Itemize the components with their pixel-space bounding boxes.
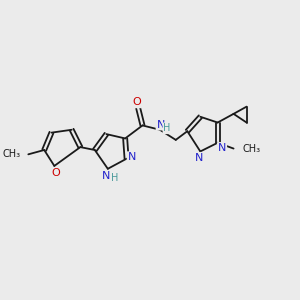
Text: H: H (164, 123, 171, 133)
Text: CH₃: CH₃ (3, 149, 21, 159)
Text: CH₃: CH₃ (242, 144, 260, 154)
Text: N: N (218, 143, 226, 153)
Text: N: N (102, 171, 111, 181)
Text: O: O (51, 168, 60, 178)
Text: O: O (132, 97, 141, 107)
Text: H: H (111, 173, 119, 183)
Text: N: N (195, 153, 203, 163)
Text: N: N (128, 152, 136, 162)
Text: N: N (157, 120, 165, 130)
